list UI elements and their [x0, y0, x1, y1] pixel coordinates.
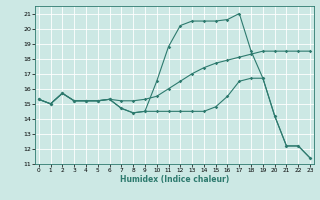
X-axis label: Humidex (Indice chaleur): Humidex (Indice chaleur): [120, 175, 229, 184]
